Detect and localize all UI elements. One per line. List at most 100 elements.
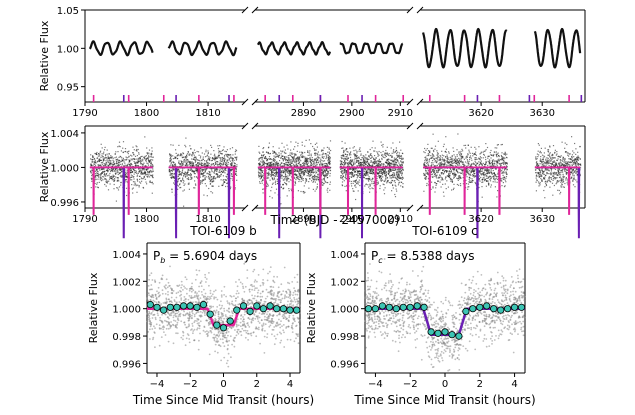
det-flux-point — [354, 184, 356, 186]
det-flux-point — [321, 157, 323, 159]
det-flux-point — [181, 169, 184, 172]
det-flux-point — [145, 165, 147, 167]
det-flux-point — [277, 162, 280, 164]
det-flux-point — [347, 151, 349, 153]
det-flux-point — [437, 180, 440, 182]
det-flux-point — [352, 147, 354, 149]
det-flux-point — [382, 163, 384, 165]
det-flux-point — [357, 190, 359, 192]
det-flux-point — [107, 165, 110, 167]
det-flux-point — [460, 159, 462, 162]
det-flux-point — [261, 158, 263, 160]
det-flux-point — [324, 174, 326, 176]
det-flux-point — [426, 148, 428, 150]
det-flux-point — [380, 180, 382, 182]
det-flux-point — [120, 181, 122, 183]
det-flux-point — [327, 171, 330, 173]
det-flux-point — [198, 159, 200, 161]
det-flux-point — [146, 168, 148, 171]
det-flux-point — [428, 154, 430, 157]
det-flux-point — [99, 155, 101, 157]
det-flux-point — [304, 161, 306, 163]
det-flux-point — [307, 162, 309, 164]
det-flux-point — [351, 159, 353, 161]
det-flux-point — [275, 165, 277, 167]
det-flux-point — [358, 160, 360, 162]
det-flux-point — [268, 162, 270, 164]
det-flux-point — [303, 164, 305, 166]
det-flux-point — [182, 172, 185, 175]
det-flux-point — [113, 183, 115, 186]
det-flux-point — [182, 190, 184, 192]
det-flux-point — [94, 161, 96, 163]
det-flux-point — [195, 176, 197, 178]
raw-flux-line — [256, 41, 332, 56]
det-flux-point — [184, 144, 186, 146]
det-flux-point — [427, 170, 429, 172]
det-flux-point — [171, 170, 173, 172]
det-flux-point — [463, 158, 465, 160]
det-flux-point — [271, 186, 273, 188]
det-flux-point — [473, 163, 476, 165]
det-flux-point — [436, 154, 438, 156]
det-flux-point — [210, 164, 212, 166]
det-flux-point — [431, 160, 434, 162]
det-flux-point — [272, 174, 274, 176]
det-flux-point — [284, 176, 286, 178]
det-flux-point — [357, 173, 359, 175]
det-flux-point — [201, 164, 203, 166]
det-flux-point — [234, 153, 236, 155]
raw-xtick-label: 2890 — [291, 108, 316, 119]
det-flux-point — [394, 180, 396, 182]
det-flux-point — [460, 150, 462, 152]
det-flux-point — [275, 167, 277, 170]
det-flux-point — [209, 174, 211, 177]
det-flux-point — [371, 183, 373, 185]
det-flux-point — [102, 165, 104, 167]
det-flux-point — [432, 169, 434, 171]
det-flux-point — [207, 152, 209, 154]
det-flux-point — [97, 178, 99, 180]
det-flux-point — [327, 160, 329, 162]
det-flux-point — [210, 144, 212, 146]
det-flux-point — [137, 148, 139, 151]
det-flux-point — [384, 174, 386, 176]
det-flux-point — [285, 158, 287, 161]
det-flux-point — [223, 146, 225, 148]
det-flux-point — [268, 169, 270, 171]
det-flux-point — [235, 173, 237, 176]
det-flux-point — [480, 162, 482, 164]
det-right-break-mark — [406, 122, 414, 130]
det-flux-point — [385, 149, 387, 152]
det-flux-point — [324, 180, 326, 182]
det-flux-point — [268, 146, 270, 148]
det-flux-point — [452, 172, 454, 174]
det-flux-point — [353, 159, 355, 161]
det-flux-point — [110, 170, 112, 172]
det-flux-point — [468, 174, 470, 176]
det-flux-point — [467, 172, 469, 174]
det-flux-point — [281, 165, 284, 167]
det-flux-point — [149, 153, 151, 155]
det-flux-point — [438, 176, 440, 178]
det-flux-point — [436, 164, 438, 166]
det-flux-point — [280, 186, 282, 188]
det-flux-point — [170, 160, 172, 162]
det-flux-point — [366, 171, 368, 173]
det-flux-point — [207, 176, 209, 178]
det-flux-point — [352, 165, 354, 167]
det-flux-point — [469, 177, 471, 179]
det-flux-point — [343, 149, 345, 151]
det-flux-point — [302, 171, 304, 173]
det-flux-point — [390, 163, 392, 165]
det-flux-point — [231, 168, 233, 170]
det-flux-point — [121, 164, 123, 166]
det-flux-point — [263, 165, 265, 167]
det-flux-point — [456, 163, 458, 165]
det-flux-point — [385, 173, 387, 175]
det-flux-point — [390, 170, 392, 172]
det-flux-point — [317, 154, 319, 156]
det-flux-point — [451, 159, 453, 161]
det-flux-point — [146, 183, 148, 185]
det-flux-point — [329, 181, 331, 183]
